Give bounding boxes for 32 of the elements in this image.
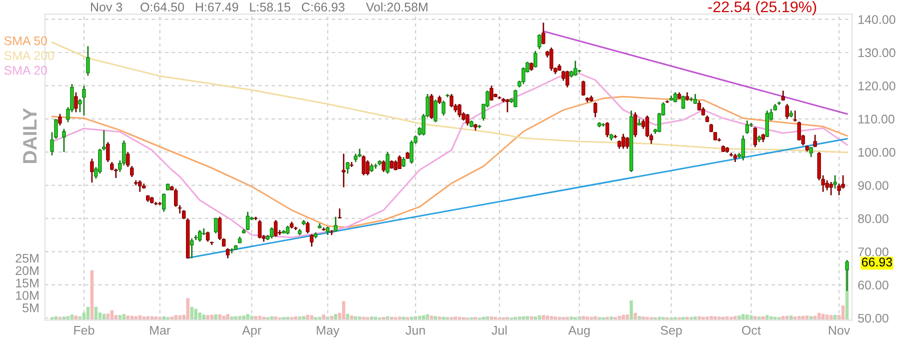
text: SMA 20 [4,66,48,75]
y-tick-label: 120.00 [858,81,896,90]
x-tick-label: Apr [242,326,262,338]
y2-tick-label: 5M [22,304,38,312]
y-tick-label: 110.00 [858,114,894,124]
y-tick-label: 60.00 [858,280,888,290]
y2-tick-label: 25M [16,254,38,263]
y2-tick-label: 10M [16,291,38,300]
x-tick-label: Sep [660,326,682,338]
text: SMA 50 [4,36,48,46]
x-tick-label: Jul [492,326,507,335]
y2-tick-label: 20M [16,266,38,276]
series-label: SMA 200 [4,51,54,60]
y-tick-label: 70.00 [858,247,888,256]
y-tick-label: 130.00 [858,48,896,58]
y-tick-label: 80.00 [858,214,888,224]
y-tick-label: 50.00 [858,314,888,323]
y2-tick-label: 15M [16,278,38,288]
x-tick-label: Aug [568,326,590,338]
x-tick-label: Feb [74,326,94,335]
x-tick-label: Nov [828,326,850,335]
x-tick-label: Mar [150,326,170,335]
y-tick-label: 140.00 [858,15,896,24]
x-tick-label: Jun [406,326,425,335]
text: Nov 3 O:64.50 H:67.49 L:58.15 C:66.93 Vol:20.58M [91,2,428,12]
y-tick-label: 90.00 [858,181,888,190]
annotation: -22.54 (25.19%) [708,1,816,16]
x-tick-label: Oct [742,326,761,335]
text: DAILY [23,108,37,163]
text: 66.93 [862,258,892,267]
x-tick-label: May [316,326,340,338]
y-tick-label: 100.00 [858,148,896,157]
